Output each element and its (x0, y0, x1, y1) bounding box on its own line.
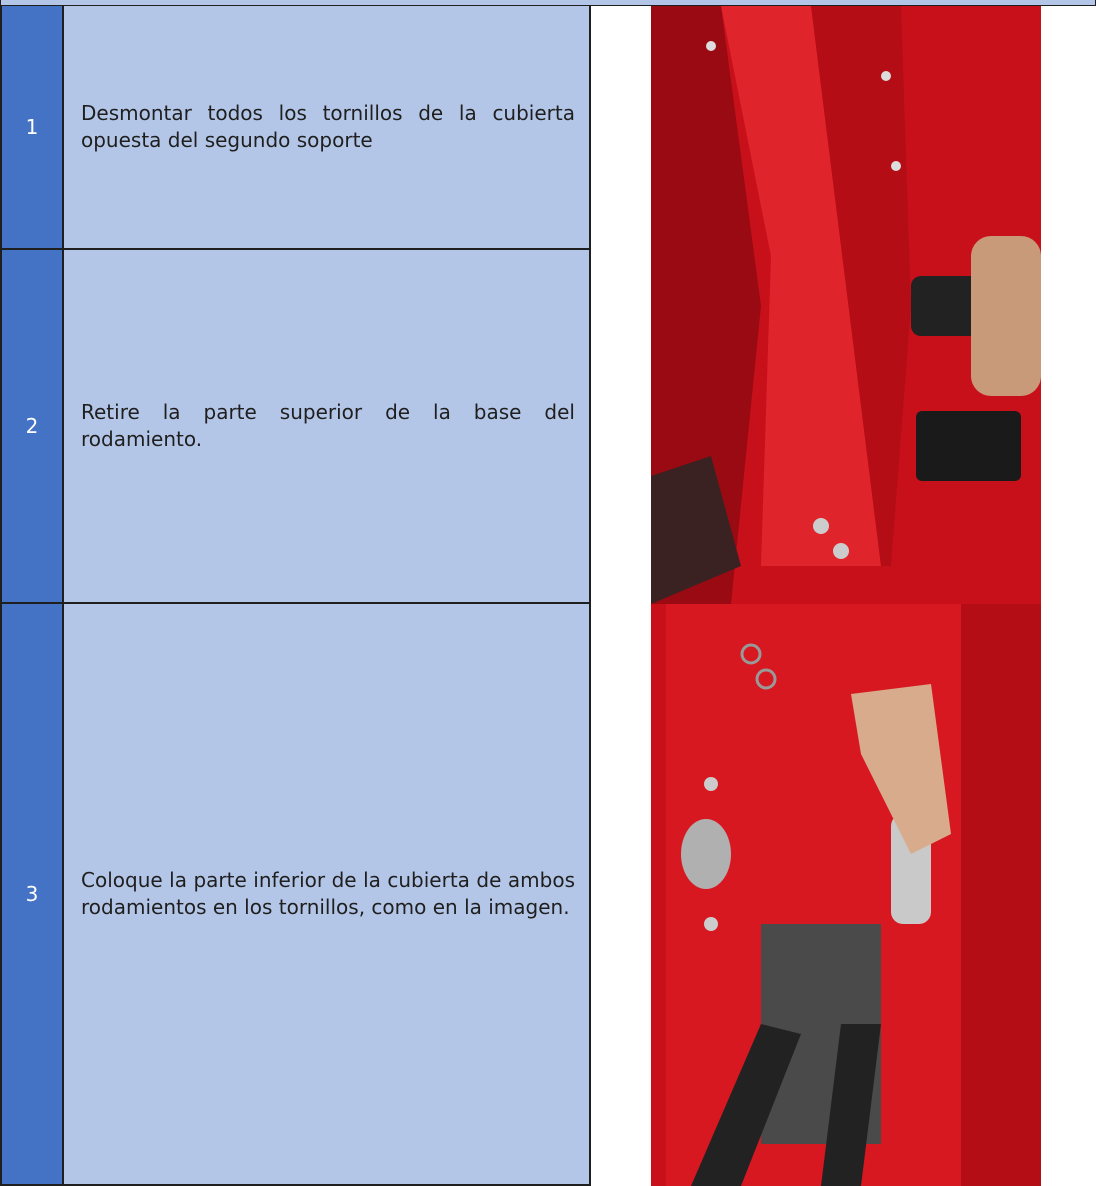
step-cell: Retire la parte superior de la base del … (62, 250, 591, 604)
step-number: 3 (0, 604, 62, 1186)
step-cell: Coloque la parte inferior de la cubierta… (62, 604, 591, 1186)
photo-bearing (651, 604, 1041, 1186)
step-number: 1 (0, 6, 62, 250)
step-text: Coloque la parte inferior de la cubierta… (81, 868, 575, 919)
step-number: 2 (0, 250, 62, 604)
photo-drill (651, 6, 1041, 604)
step-text: Desmontar todos los tornillos de la cubi… (81, 101, 575, 152)
step-text: Retire la parte superior de la base del … (81, 400, 575, 451)
step-cell: Desmontar todos los tornillos de la cubi… (62, 6, 591, 250)
